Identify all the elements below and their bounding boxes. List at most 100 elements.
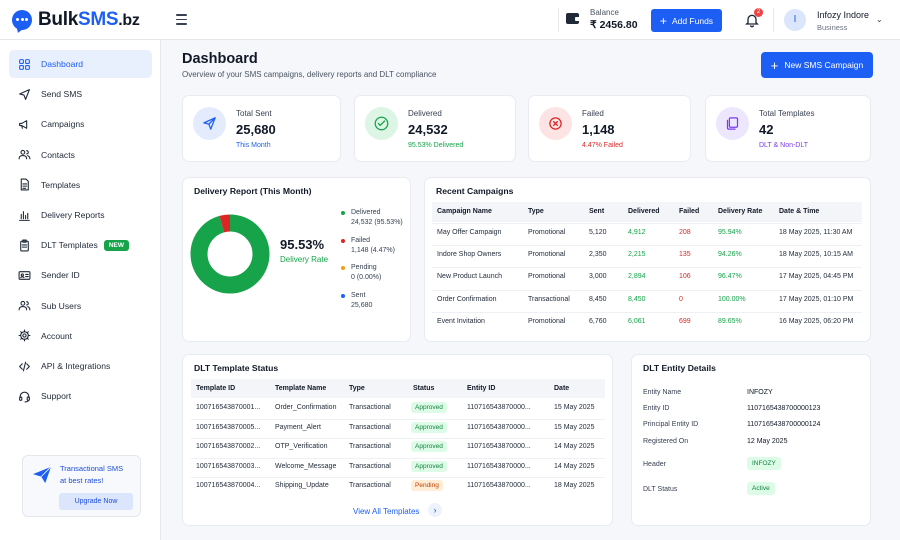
table-header xyxy=(191,379,605,398)
sidebar-item-dashboard[interactable]: Dashboard xyxy=(9,50,152,78)
sidebar-item-campaigns[interactable]: Campaigns xyxy=(9,110,152,138)
table-cell: 5,120 xyxy=(589,229,607,236)
user-name[interactable]: Infozy Indore xyxy=(817,10,870,20)
delivery-report-title: Delivery Report (This Month) xyxy=(194,186,312,196)
sidebar-item-delivery-reports[interactable]: Delivery Reports xyxy=(9,201,152,229)
status-badge: Approved xyxy=(411,402,447,413)
upgrade-now-button[interactable]: Upgrade Now xyxy=(59,493,133,510)
stat-title: Delivered xyxy=(408,109,442,118)
row-divider xyxy=(432,245,862,247)
column-header: Campaign Name xyxy=(437,208,492,215)
chevron-right-icon[interactable]: › xyxy=(428,503,442,517)
sidebar-item-label: Contacts xyxy=(41,149,75,160)
user-role: Business xyxy=(817,23,848,32)
grid-icon xyxy=(17,57,31,71)
sidebar-item-label: Templates xyxy=(41,179,81,190)
sidebar-item-label: Delivery Reports xyxy=(41,210,105,220)
table-cell: 110716543870000... xyxy=(467,443,531,450)
stat-subtext: DLT & Non-DLT xyxy=(759,142,809,149)
megaphone-icon xyxy=(17,117,31,131)
status-badge: Pending xyxy=(411,480,443,491)
table-cell: Payment_Alert xyxy=(275,423,321,431)
table-cell: 96.47% xyxy=(718,273,742,281)
column-header: Entity ID xyxy=(467,385,496,392)
sidebar-item-label: Campaigns xyxy=(41,119,85,130)
table-cell: 95.94% xyxy=(718,229,742,236)
entity-field-label: Header xyxy=(643,461,666,468)
column-header: Status xyxy=(413,385,435,392)
row-divider xyxy=(432,289,862,291)
delivery-rate-label: Delivery Rate xyxy=(280,255,329,264)
entity-field-value: 12 May 2025 xyxy=(747,437,788,445)
table-cell: 16 May 2025, 06:20 PM xyxy=(779,317,854,325)
column-header: Date xyxy=(554,385,570,392)
entity-field-label: Entity Name xyxy=(643,389,682,396)
table-cell: Promotional xyxy=(528,229,566,236)
stat-value: 24,532 xyxy=(408,122,448,137)
entity-field-label: Principal Entity ID xyxy=(643,421,699,429)
entity-field-value: 1107165438700000124 xyxy=(747,421,821,429)
dlt-template-status-title: DLT Template Status xyxy=(194,363,279,373)
status-badge: Approved xyxy=(411,460,447,472)
table-cell: 699 xyxy=(679,317,691,325)
sidebar-item-label: DLT Templates xyxy=(41,240,98,251)
sidebar-item-sender-id[interactable]: Sender ID xyxy=(9,261,152,289)
legend-dot xyxy=(341,266,345,270)
dlt-entity-details-title: DLT Entity Details xyxy=(643,363,716,373)
entity-field-label: DLT Status xyxy=(643,486,678,493)
table-cell: 8,450 xyxy=(589,295,607,303)
stat-card-total-sent: Total Sent 25,680 This Month xyxy=(182,95,341,162)
brand-logo[interactable]: BulkSMS.bz xyxy=(12,9,140,31)
promo-text: at best rates! xyxy=(60,476,104,485)
table-cell: 6,061 xyxy=(628,317,646,325)
bar-chart-icon xyxy=(17,208,31,222)
sidebar-item-label: Sub Users xyxy=(41,300,82,311)
row-divider xyxy=(432,311,862,313)
table-header xyxy=(432,202,862,222)
sidebar-item-api-integrations[interactable]: API & Integrations xyxy=(9,352,152,380)
campaign-name-cell[interactable]: Indore Shop Owners xyxy=(437,251,502,259)
sidebar-item-account[interactable]: Account xyxy=(9,322,152,350)
add-funds-button[interactable]: + Add Funds xyxy=(651,9,722,32)
table-cell: 100.00% xyxy=(718,295,746,303)
sidebar-item-dlt-templates[interactable]: DLT Templates NEW xyxy=(9,231,152,259)
plus-icon: + xyxy=(659,13,667,28)
table-cell: 135 xyxy=(679,251,691,259)
bell-icon[interactable] xyxy=(744,12,760,29)
legend-name: Delivered xyxy=(351,209,381,216)
table-cell: 14 May 2025 xyxy=(554,462,595,470)
table-cell: 106 xyxy=(679,273,691,281)
clipboard-icon xyxy=(17,238,31,252)
sidebar-item-support[interactable]: Support xyxy=(9,382,152,410)
column-header: Failed xyxy=(679,208,700,215)
campaign-name-cell[interactable]: Event Invitation xyxy=(437,317,485,325)
new-sms-campaign-button[interactable]: + New SMS Campaign xyxy=(761,52,873,78)
menu-toggle-icon[interactable] xyxy=(176,14,187,25)
topbar: BulkSMS.bz Balance ₹ 2456.80 + Add Funds … xyxy=(0,0,900,40)
sidebar-item-sub-users[interactable]: Sub Users xyxy=(9,292,152,320)
campaign-name-cell[interactable]: New Product Launch xyxy=(437,273,502,281)
paper-plane-icon xyxy=(32,466,52,486)
view-all-templates-link[interactable]: View All Templates xyxy=(353,507,420,516)
table-cell: 14 May 2025 xyxy=(554,443,595,450)
delivery-rate-value: 95.53% xyxy=(280,237,325,252)
entity-field-label: Entity ID xyxy=(643,405,670,413)
legend-name: Pending xyxy=(351,264,377,271)
table-cell: 94.26% xyxy=(718,251,742,259)
sidebar-item-templates[interactable]: Templates xyxy=(9,171,152,199)
row-divider xyxy=(432,223,862,224)
table-cell: Transactional xyxy=(349,404,391,411)
headset-icon xyxy=(17,389,31,403)
avatar[interactable]: I xyxy=(784,9,806,31)
table-cell: Transactional xyxy=(349,482,391,489)
sidebar-item-contacts[interactable]: Contacts xyxy=(9,141,152,169)
table-cell: OTP_Verification xyxy=(275,443,328,450)
status-badge: Approved xyxy=(411,421,447,433)
chevron-down-icon[interactable]: ⌄ xyxy=(876,15,883,24)
campaign-name-cell[interactable]: May Offer Campaign xyxy=(437,229,502,236)
sidebar-item-send-sms[interactable]: Send SMS xyxy=(9,80,152,108)
row-divider xyxy=(432,267,862,269)
campaign-name-cell[interactable]: Order Confirmation xyxy=(437,295,497,303)
table-cell: Promotional xyxy=(528,251,566,259)
sidebar-item-label: Sender ID xyxy=(41,270,80,281)
